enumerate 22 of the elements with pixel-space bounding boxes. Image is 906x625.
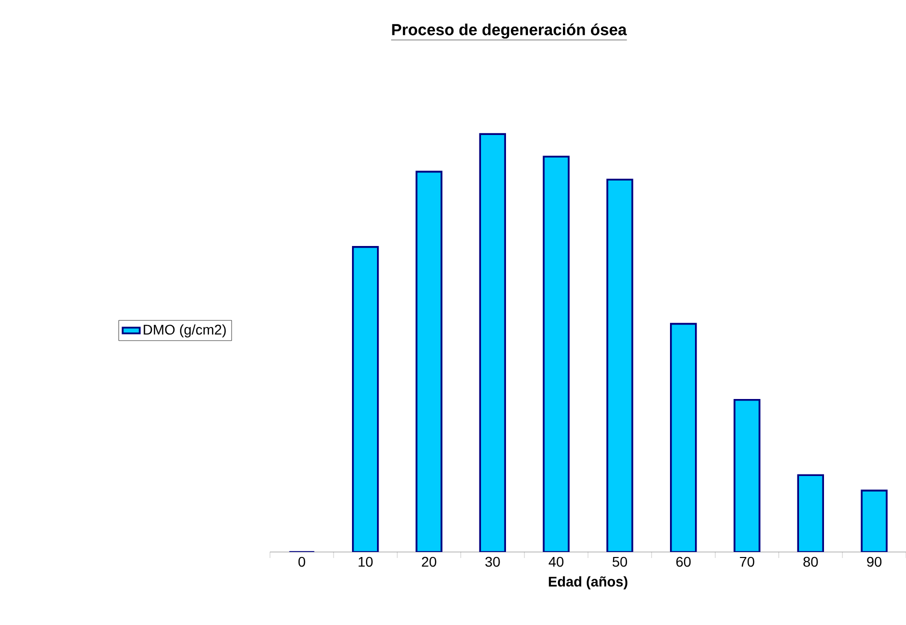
bar bbox=[542, 156, 570, 552]
x-tick-label: 90 bbox=[867, 556, 882, 567]
x-tick-label: 70 bbox=[740, 556, 754, 567]
legend-label: DMO (g/cm2) bbox=[144, 324, 226, 338]
bar bbox=[670, 322, 697, 552]
x-tick-label: 80 bbox=[803, 556, 818, 567]
x-tick-label: 30 bbox=[485, 556, 500, 567]
bar bbox=[734, 398, 760, 552]
chart-title: Proceso de degeneración ósea bbox=[392, 23, 627, 39]
x-tick-label: 60 bbox=[676, 556, 691, 567]
x-axis-title: Edad (años) bbox=[548, 576, 628, 590]
x-tick-label: 20 bbox=[422, 556, 436, 567]
x-tick-label: 40 bbox=[548, 556, 564, 567]
bar bbox=[797, 474, 824, 552]
x-tick-label: 50 bbox=[612, 556, 628, 567]
bar bbox=[860, 490, 888, 552]
x-tick-label: 10 bbox=[358, 556, 373, 567]
x-tick-label: 0 bbox=[298, 556, 306, 567]
bar bbox=[479, 133, 506, 552]
bar bbox=[352, 246, 379, 552]
bar bbox=[606, 178, 634, 552]
bar bbox=[416, 170, 442, 552]
